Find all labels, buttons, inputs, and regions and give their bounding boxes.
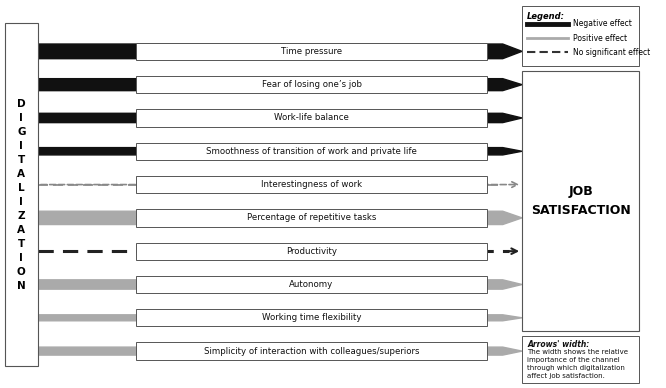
FancyBboxPatch shape — [137, 209, 487, 227]
Polygon shape — [38, 347, 522, 355]
Polygon shape — [38, 147, 522, 155]
Text: D
I
G
I
T
A
L
I
Z
A
T
I
O
N: D I G I T A L I Z A T I O N — [17, 99, 26, 291]
Text: No significant effect: No significant effect — [573, 48, 651, 57]
Polygon shape — [38, 280, 522, 289]
Text: JOB
SATISFACTION: JOB SATISFACTION — [531, 185, 631, 217]
FancyBboxPatch shape — [5, 23, 38, 366]
Text: Legend:: Legend: — [527, 12, 565, 21]
Text: Arrows' width:: Arrows' width: — [527, 340, 589, 349]
Text: Time pressure: Time pressure — [281, 47, 342, 56]
FancyBboxPatch shape — [137, 109, 487, 126]
FancyBboxPatch shape — [522, 336, 639, 383]
Polygon shape — [38, 79, 522, 91]
FancyBboxPatch shape — [137, 343, 487, 360]
FancyBboxPatch shape — [137, 143, 487, 160]
Text: Simplicity of interaction with colleagues/superiors: Simplicity of interaction with colleague… — [204, 346, 420, 356]
Text: Fear of losing one’s job: Fear of losing one’s job — [262, 80, 362, 89]
FancyBboxPatch shape — [137, 176, 487, 193]
Text: Positive effect: Positive effect — [573, 33, 627, 43]
FancyBboxPatch shape — [137, 309, 487, 326]
Polygon shape — [38, 315, 522, 321]
Polygon shape — [38, 211, 522, 225]
FancyBboxPatch shape — [137, 76, 487, 93]
Text: Percentage of repetitive tasks: Percentage of repetitive tasks — [247, 213, 376, 222]
FancyBboxPatch shape — [137, 43, 487, 60]
FancyBboxPatch shape — [522, 71, 639, 331]
FancyBboxPatch shape — [137, 276, 487, 293]
Polygon shape — [38, 44, 522, 59]
Text: Productivity: Productivity — [286, 247, 337, 256]
FancyBboxPatch shape — [522, 6, 639, 66]
Text: The width shows the relative
importance of the channel
through which digitalizat: The width shows the relative importance … — [527, 349, 628, 379]
Text: Smoothness of transition of work and private life: Smoothness of transition of work and pri… — [206, 147, 417, 156]
Text: Working time flexibility: Working time flexibility — [262, 313, 361, 322]
Text: Negative effect: Negative effect — [573, 19, 632, 28]
Text: Work-life balance: Work-life balance — [274, 113, 349, 123]
FancyBboxPatch shape — [137, 242, 487, 260]
Polygon shape — [38, 113, 522, 123]
Text: Autonomy: Autonomy — [290, 280, 334, 289]
Text: Interestingness of work: Interestingness of work — [261, 180, 362, 189]
